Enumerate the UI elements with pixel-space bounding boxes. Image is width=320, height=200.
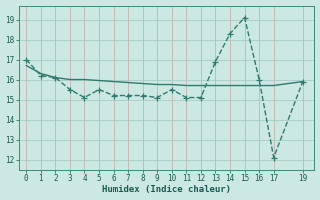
X-axis label: Humidex (Indice chaleur): Humidex (Indice chaleur) — [102, 185, 231, 194]
